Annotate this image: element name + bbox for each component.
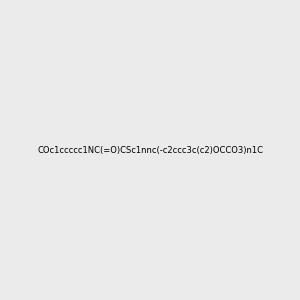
- Text: COc1ccccc1NC(=O)CSc1nnc(-c2ccc3c(c2)OCCO3)n1C: COc1ccccc1NC(=O)CSc1nnc(-c2ccc3c(c2)OCCO…: [37, 146, 263, 154]
